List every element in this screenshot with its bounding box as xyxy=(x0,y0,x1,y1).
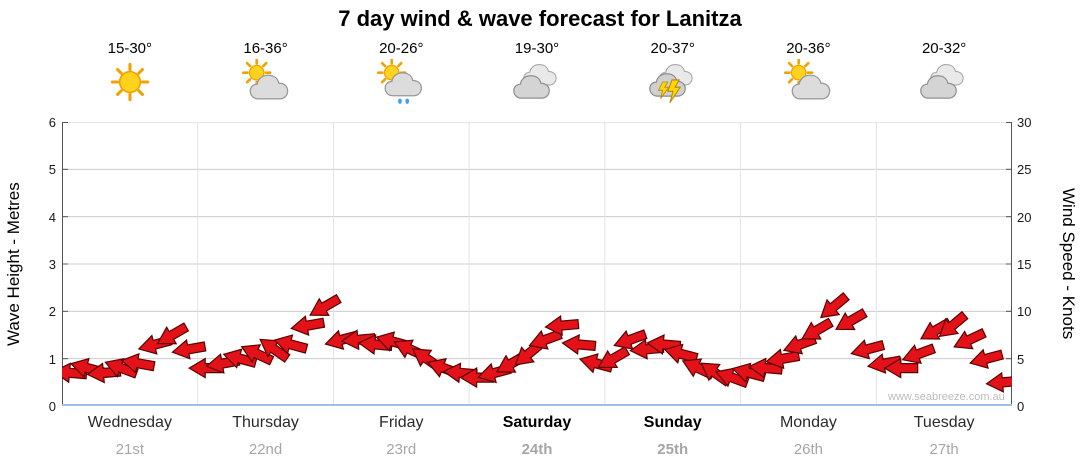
wind-arrow xyxy=(663,343,699,364)
right-tick-label: 15 xyxy=(1017,257,1032,272)
day-name: Wednesday xyxy=(87,414,172,431)
wind-arrow xyxy=(883,357,919,379)
day-header-thursday: 16-36° xyxy=(198,40,334,107)
day-date: 22nd xyxy=(248,441,283,458)
left-tick-label: 2 xyxy=(48,304,56,320)
cloudy-icon xyxy=(876,59,1012,107)
day-date: 24th xyxy=(521,441,553,458)
wind-arrow xyxy=(985,371,1012,393)
left-tick-label: 4 xyxy=(48,209,56,225)
left-tick-label: 6 xyxy=(48,115,56,130)
cloudy-icon xyxy=(469,59,605,107)
wind-arrow xyxy=(835,308,868,331)
left-tick-label: 1 xyxy=(48,351,56,367)
day-name: Sunday xyxy=(643,414,702,431)
left-tick-label: 5 xyxy=(48,162,56,178)
day-name: Thursday xyxy=(232,414,299,431)
left-axis-title: Wave Height - Metres xyxy=(4,182,23,346)
day-temperature-range: 20-32° xyxy=(921,40,967,57)
wind-arrow xyxy=(340,329,376,351)
day-header-tuesday: 20-32° xyxy=(876,40,1012,107)
wind-arrow xyxy=(544,315,580,337)
wind-arrow xyxy=(597,345,631,369)
watermark: www.seabreeze.com.au xyxy=(888,391,1005,403)
right-tick-label: 10 xyxy=(1017,304,1032,320)
day-header-monday: 20-36° xyxy=(741,40,877,107)
wind-arrow xyxy=(156,322,190,345)
wind-arrow xyxy=(613,329,648,350)
wind-arrow xyxy=(120,352,156,374)
sun-cloud-rain-icon xyxy=(333,57,469,107)
wind-arrow xyxy=(938,310,969,338)
day-temperature-range: 16-36° xyxy=(243,40,288,57)
day-header-friday: 20-26° xyxy=(333,40,469,107)
day-date: 21st xyxy=(115,441,145,458)
day-name: Saturday xyxy=(502,414,572,431)
sunny-icon xyxy=(62,59,198,107)
day-date: 27th xyxy=(929,441,959,458)
day-temperature-range: 19-30° xyxy=(514,40,560,57)
day-header-sunday: 20-37° xyxy=(605,40,741,107)
wind-arrow xyxy=(953,328,987,350)
wind-arrow xyxy=(309,293,342,316)
left-tick-label: 0 xyxy=(48,399,56,414)
wind-arrow xyxy=(561,333,597,355)
chart-title: 7 day wind & wave forecast for Lanitza xyxy=(338,6,742,31)
left-tick-label: 3 xyxy=(48,257,56,272)
day-name: Tuesday xyxy=(913,414,975,431)
day-temperature-range: 20-36° xyxy=(786,40,831,57)
day-temperature-range: 15-30° xyxy=(107,40,153,57)
partly-cloudy-icon xyxy=(198,57,334,107)
wind-arrow xyxy=(969,348,1004,369)
thunderstorm-icon xyxy=(605,59,741,107)
wind-arrow xyxy=(240,344,275,366)
day-name: Monday xyxy=(779,414,837,431)
right-tick-label: 5 xyxy=(1017,351,1025,367)
day-date: 25th xyxy=(657,441,689,458)
day-name: Friday xyxy=(379,414,424,431)
wind-arrow xyxy=(290,315,326,336)
wind-arrow xyxy=(171,338,207,360)
day-header-saturday: 19-30° xyxy=(469,40,605,107)
wind-arrow xyxy=(801,317,834,340)
wind-arrow xyxy=(850,339,886,360)
wind-arrow xyxy=(819,292,850,319)
partly-cloudy-icon xyxy=(741,57,877,107)
wind-arrow-plot xyxy=(62,122,1012,406)
day-date: 26th xyxy=(793,441,824,458)
day-temperature-range: 20-37° xyxy=(650,40,695,57)
wind-arrow xyxy=(273,334,309,355)
day-header-wednesday: 15-30° xyxy=(62,40,198,107)
wind-arrow xyxy=(901,343,937,364)
right-tick-label: 0 xyxy=(1017,399,1025,414)
wind-arrow xyxy=(866,353,903,374)
right-axis-title: Wind Speed - Knots xyxy=(1059,188,1078,340)
day-date: 23rd xyxy=(386,441,417,458)
right-tick-label: 20 xyxy=(1017,209,1032,225)
day-temperature-range: 20-26° xyxy=(379,40,424,57)
right-tick-label: 30 xyxy=(1017,115,1032,130)
right-tick-label: 25 xyxy=(1017,162,1032,178)
